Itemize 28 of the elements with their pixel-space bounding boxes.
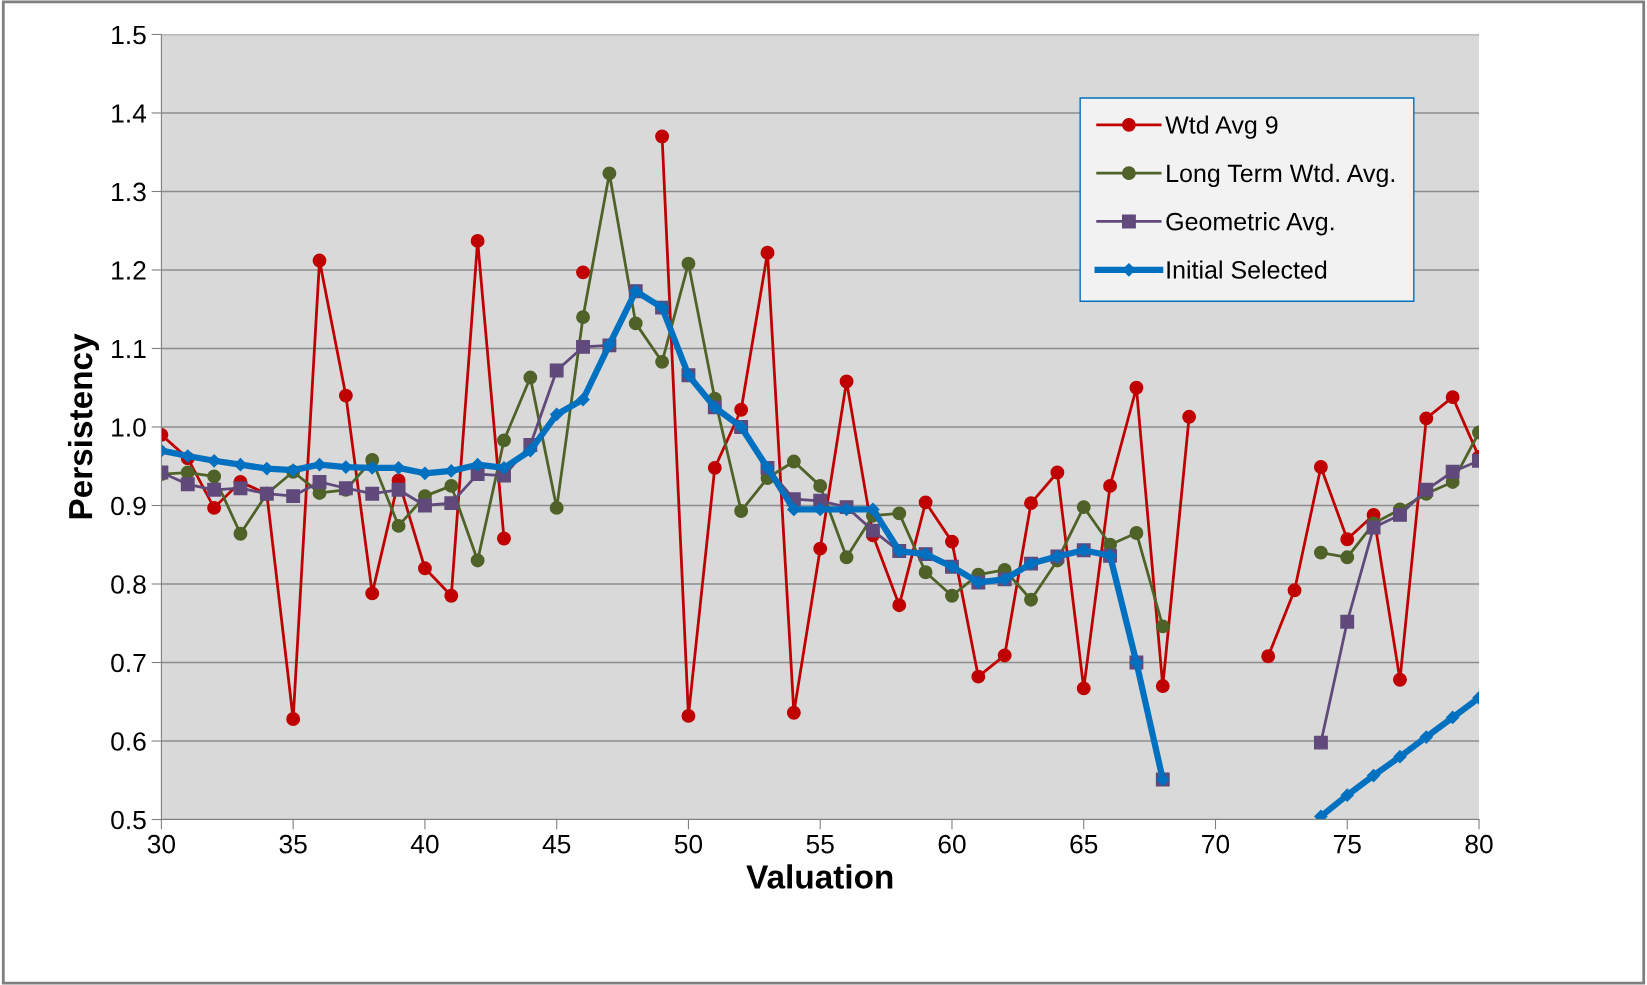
x-tick-label: 35 (279, 834, 307, 854)
x-tick-label: 40 (410, 834, 439, 854)
y-tick-label: 0.7 (111, 653, 146, 673)
y-tick-label: 1.2 (112, 261, 146, 280)
y-tick-label: 0.5 (111, 810, 146, 830)
x-tick-label: 75 (1333, 835, 1361, 854)
x-tick-label: 45 (542, 835, 571, 854)
y-tick-label: 1.0 (112, 418, 146, 437)
x-tick-label: 70 (1202, 834, 1230, 854)
y-tick-label: 0.8 (111, 575, 146, 594)
y-tick-label: 1.4 (112, 104, 147, 123)
x-tick-label: 80 (1465, 834, 1493, 854)
legend-label: Long Term Wtd. Avg. (1167, 163, 1395, 188)
y-tick-label: 0.6 (111, 732, 146, 751)
y-tick-label: 1.3 (112, 182, 146, 202)
y-tick-label: 1.5 (112, 25, 146, 45)
x-tick-label: 55 (806, 835, 834, 854)
x-axis-title: Valuation (746, 864, 893, 889)
x-tick-label: 60 (938, 834, 966, 854)
y-tick-label: 1.1 (112, 339, 146, 359)
x-tick-label: 50 (674, 834, 703, 854)
legend-label: Wtd Avg 9 (1165, 115, 1278, 139)
legend-label: Initial Selected (1167, 260, 1327, 279)
legend-label: Geometric Avg. (1166, 212, 1334, 236)
y-tick-label: 0.9 (111, 496, 146, 516)
y-axis-title: Persistency (67, 333, 100, 519)
x-tick-label: 30 (147, 834, 176, 854)
x-tick-label: 65 (1070, 834, 1098, 854)
